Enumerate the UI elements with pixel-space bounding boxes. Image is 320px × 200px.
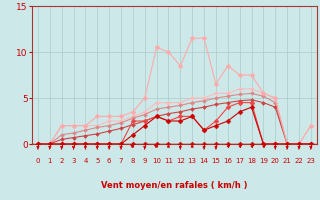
X-axis label: Vent moyen/en rafales ( km/h ): Vent moyen/en rafales ( km/h ) [101,181,248,190]
